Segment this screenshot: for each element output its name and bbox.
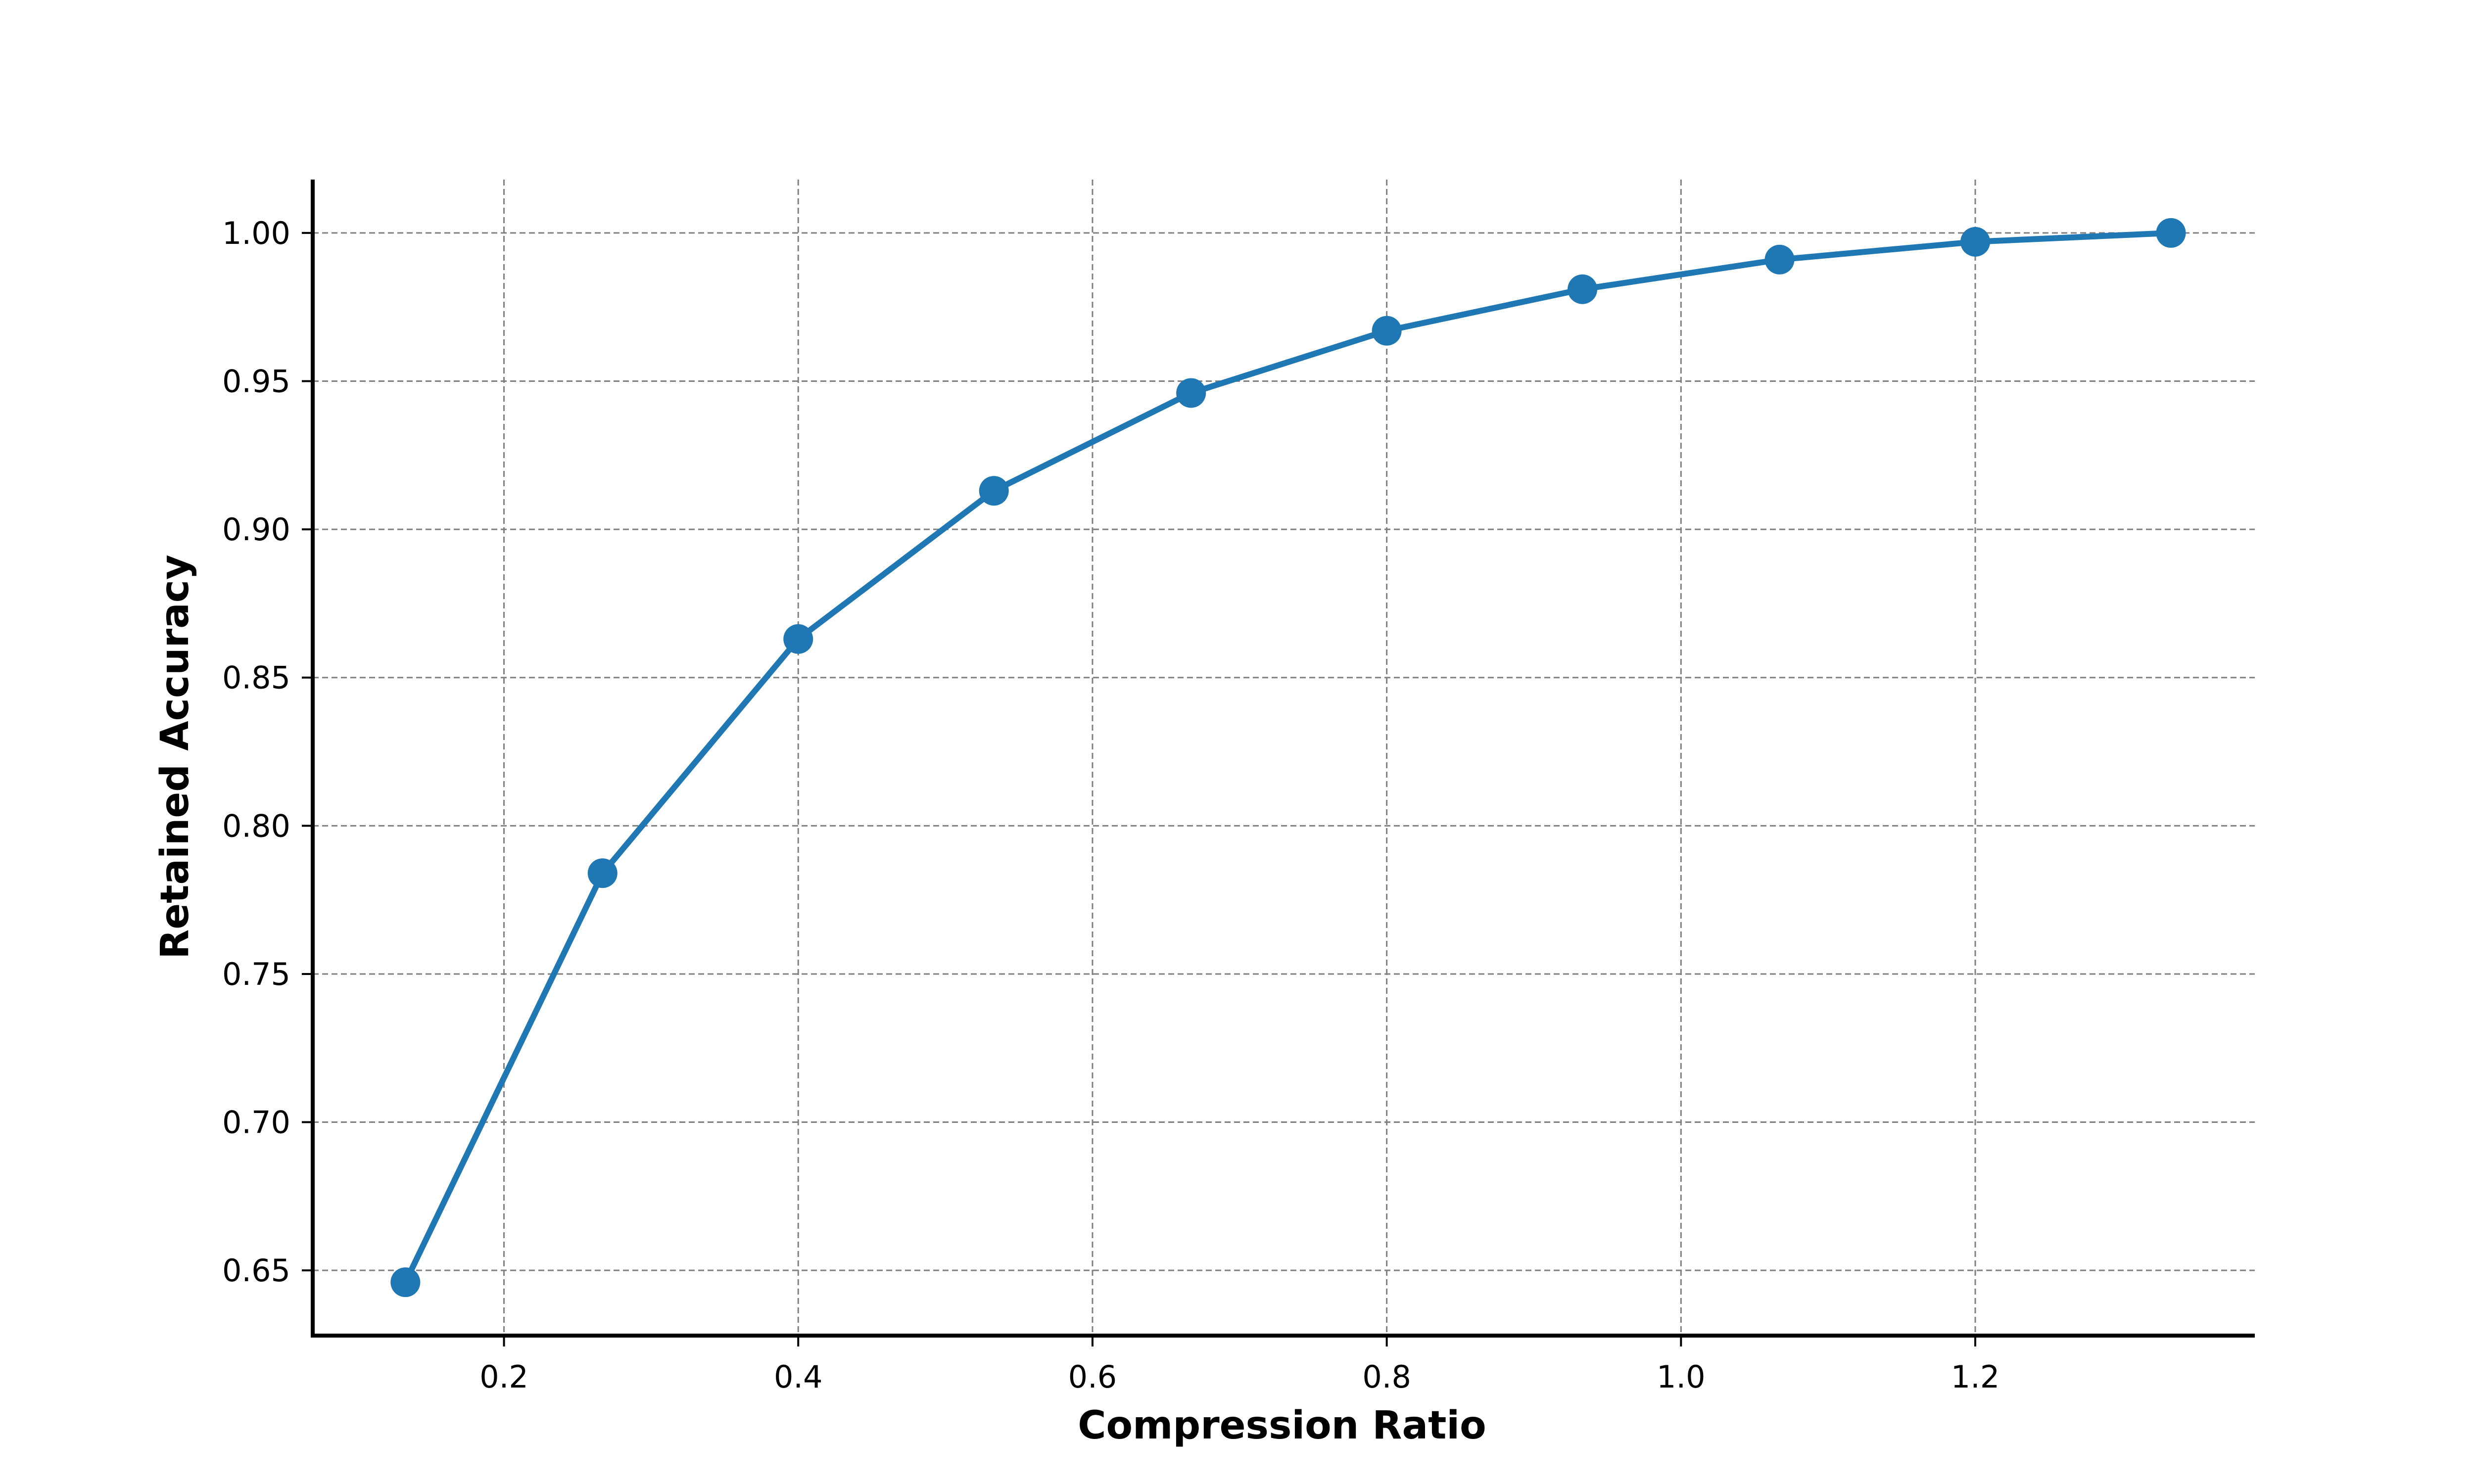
- y-tick-label: 0.95: [222, 363, 290, 399]
- grid: [313, 180, 2255, 1336]
- y-tick-label: 0.75: [222, 956, 290, 992]
- data-point: [2156, 218, 2186, 248]
- x-tick-label: 1.0: [1657, 1359, 1706, 1395]
- data-point: [1176, 378, 1206, 408]
- data-point: [1372, 316, 1402, 346]
- x-tick-label: 1.2: [1951, 1359, 2000, 1395]
- data-point: [979, 476, 1009, 506]
- data-point: [1764, 244, 1795, 275]
- y-tick-label: 0.65: [222, 1252, 290, 1289]
- axes: 0.2 0.4 0.6 0.8 1.0 1.2 0.65 0.70 0.75 0.80 0.85 0.…: [222, 180, 2255, 1395]
- y-tick-label: 0.80: [222, 808, 290, 844]
- y-tick-label: 1.00: [222, 215, 290, 251]
- y-tick-label: 0.90: [222, 511, 290, 548]
- series: [390, 218, 2186, 1298]
- y-tick-label: 0.85: [222, 660, 290, 696]
- series-line: [402, 230, 2174, 1286]
- data-point: [1568, 274, 1598, 304]
- x-tick-label: 0.4: [774, 1359, 823, 1395]
- data-point: [783, 624, 813, 654]
- data-point: [1960, 227, 1991, 257]
- x-tick-label: 0.6: [1068, 1359, 1117, 1395]
- x-axis-title: Compression Ratio: [1078, 1403, 1486, 1448]
- data-point: [390, 1267, 421, 1298]
- x-tick-label: 0.2: [479, 1359, 528, 1395]
- data-point: [587, 858, 618, 888]
- y-axis-title: Retained Accuracy: [153, 555, 197, 959]
- y-tick-label: 0.70: [222, 1105, 290, 1141]
- x-tick-label: 0.8: [1362, 1359, 1411, 1395]
